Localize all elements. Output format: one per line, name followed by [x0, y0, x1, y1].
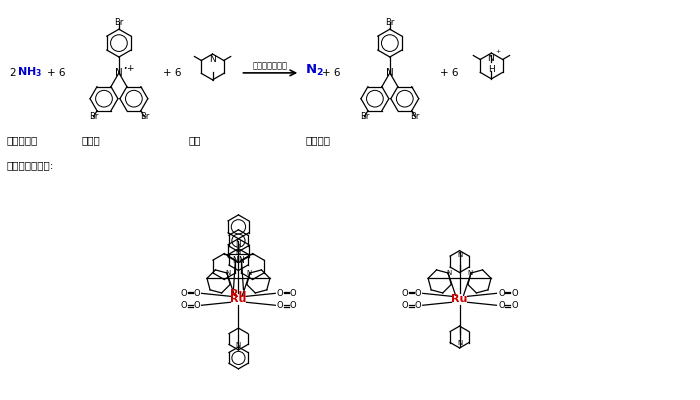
Text: Br: Br: [89, 112, 98, 121]
Text: N: N: [209, 55, 216, 64]
Text: +: +: [496, 48, 500, 54]
Text: Br: Br: [139, 112, 149, 121]
Text: $\mathbf{\cdot}$+: $\mathbf{\cdot}$+: [123, 63, 135, 73]
Text: H: H: [488, 65, 495, 74]
Text: + 6: + 6: [47, 68, 66, 78]
Text: O: O: [181, 301, 187, 310]
Text: Ru: Ru: [452, 294, 468, 304]
Text: Ru: Ru: [230, 289, 246, 299]
Text: O: O: [290, 301, 297, 310]
Text: 窒素分子: 窒素分子: [305, 136, 330, 146]
Text: O: O: [511, 289, 518, 298]
Text: O: O: [402, 289, 408, 298]
Text: N: N: [236, 250, 241, 256]
Text: ルテニウム触媒: ルテニウム触媒: [253, 62, 288, 70]
Text: N: N: [246, 270, 251, 276]
Text: Ru: Ru: [230, 294, 246, 304]
Text: $\mathbf{NH_3}$: $\mathbf{NH_3}$: [18, 65, 43, 79]
Text: N: N: [236, 240, 241, 249]
Text: O: O: [414, 301, 421, 310]
Text: 塩基: 塩基: [188, 136, 201, 146]
Text: N: N: [447, 270, 452, 276]
Text: O: O: [414, 289, 421, 298]
Text: N: N: [236, 342, 241, 348]
Text: N: N: [225, 270, 230, 276]
Text: O: O: [193, 289, 200, 298]
Text: + 6: + 6: [322, 68, 341, 78]
Text: O: O: [277, 301, 284, 310]
Text: アンモニア: アンモニア: [6, 136, 38, 146]
Text: O: O: [181, 289, 187, 298]
Text: 2: 2: [9, 68, 16, 78]
Text: Br: Br: [360, 112, 369, 121]
Text: + 6: + 6: [440, 68, 458, 78]
Text: Br: Br: [411, 112, 420, 121]
Text: N: N: [386, 68, 393, 78]
Text: 酸化剤: 酸化剤: [81, 136, 100, 146]
Text: O: O: [498, 301, 505, 310]
Text: N: N: [487, 54, 494, 63]
Text: N: N: [457, 252, 462, 258]
Text: $\mathbf{N_2}$: $\mathbf{N_2}$: [305, 63, 324, 78]
Text: O: O: [277, 289, 284, 298]
Text: O: O: [290, 289, 297, 298]
Text: N: N: [115, 68, 122, 78]
Text: N: N: [232, 256, 238, 264]
Text: O: O: [402, 301, 408, 310]
Text: N: N: [239, 256, 244, 264]
Text: N: N: [468, 270, 472, 276]
Text: + 6: + 6: [162, 68, 181, 78]
Text: ルテニウム触媒:: ルテニウム触媒:: [6, 160, 54, 170]
Text: Br: Br: [114, 18, 124, 27]
Text: N: N: [457, 340, 462, 346]
Text: O: O: [193, 301, 200, 310]
Text: O: O: [511, 301, 518, 310]
Text: O: O: [498, 289, 505, 298]
Text: Br: Br: [385, 18, 395, 27]
